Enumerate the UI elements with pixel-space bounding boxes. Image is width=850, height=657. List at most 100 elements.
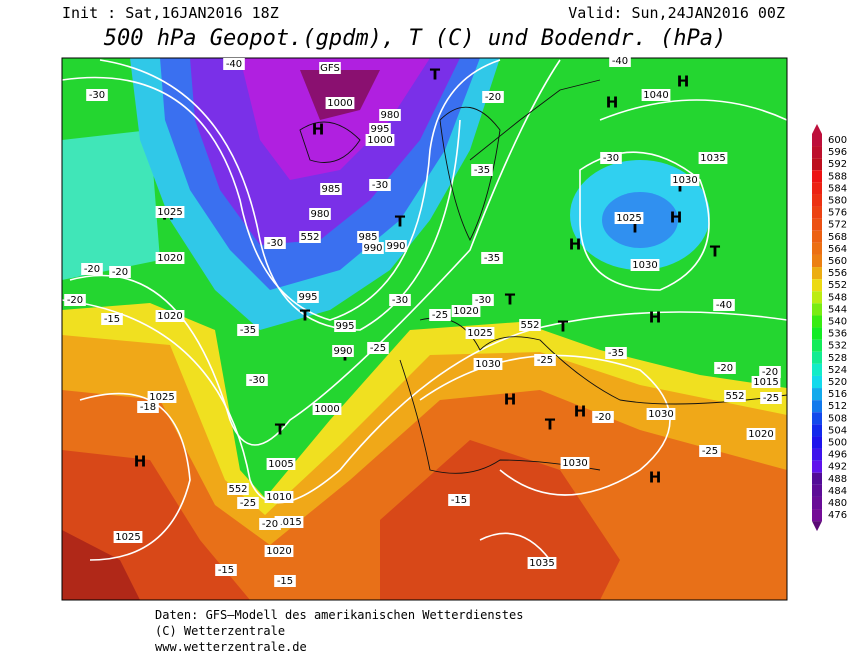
colorbar-label: 496 — [828, 450, 847, 461]
colorbar-swatch — [812, 509, 822, 522]
label-box — [473, 358, 503, 370]
footer-source: Daten: GFS–Modell des amerikanischen Wet… — [155, 608, 523, 622]
label-box — [713, 299, 735, 311]
contour-label: 1030 — [648, 409, 673, 420]
label-box — [215, 564, 237, 576]
contour-label: -15 — [277, 576, 293, 587]
label-box — [519, 319, 541, 331]
label-box — [332, 345, 354, 357]
contour-label: -20 — [485, 92, 501, 103]
contour-label: 1025 — [149, 392, 174, 403]
label-box — [357, 231, 379, 243]
contour-label: -30 — [89, 90, 105, 101]
contour-label: -20 — [67, 295, 83, 306]
contour-label: 995 — [370, 124, 389, 135]
colorbar-label: 516 — [828, 389, 847, 400]
contour-label: 990 — [333, 346, 352, 357]
contour-label: -25 — [537, 355, 553, 366]
colorbar-label: 540 — [828, 317, 847, 328]
label-box — [113, 531, 143, 543]
contour-label: -25 — [432, 310, 448, 321]
colorbar-label: 584 — [828, 183, 847, 194]
contour-label: 552 — [725, 391, 744, 402]
colorbar-label: 596 — [828, 147, 847, 158]
label-box — [155, 252, 185, 264]
label-box — [600, 152, 622, 164]
label-box — [534, 354, 556, 366]
pressure-center: H — [504, 391, 517, 409]
contour-label: 985 — [321, 184, 340, 195]
colorbar-swatch — [812, 170, 822, 183]
colorbar-label: 536 — [828, 329, 847, 340]
label-box — [724, 390, 746, 402]
pressure-center: T — [275, 421, 286, 439]
isobars — [62, 59, 787, 561]
contour-label: 995 — [335, 321, 354, 332]
contour-label: 552 — [520, 320, 539, 331]
contour-label: 990 — [363, 243, 382, 254]
label-box — [641, 89, 671, 101]
pressure-center: H — [670, 209, 683, 227]
label-box — [385, 240, 407, 252]
colorbar-swatch — [812, 218, 822, 231]
contour-label: -35 — [240, 325, 256, 336]
label-box — [137, 401, 159, 413]
label-box — [237, 497, 259, 509]
label-box — [246, 374, 268, 386]
label-box — [698, 152, 728, 164]
colorbar-swatch — [812, 279, 822, 292]
label-box — [259, 518, 281, 530]
colorbar-swatch — [812, 388, 822, 401]
label-box — [155, 310, 185, 322]
colorbar-label: 560 — [828, 256, 847, 267]
label-box — [605, 347, 627, 359]
colorbar-swatch — [812, 182, 822, 195]
contour-label: -15 — [104, 314, 120, 325]
contour-label: -20 — [762, 367, 778, 378]
colorbar-label: 552 — [828, 280, 847, 291]
label-box — [646, 408, 676, 420]
contour-label: 1030 — [562, 458, 587, 469]
colorbar-label: 556 — [828, 268, 847, 279]
contour-label: 1000 — [367, 135, 392, 146]
contour-label: 1025 — [157, 207, 182, 218]
contour-label: 1025 — [467, 328, 492, 339]
contour-label: -25 — [370, 343, 386, 354]
colorbar-swatch — [812, 230, 822, 243]
colorbar-swatch — [812, 375, 822, 389]
pressure-center: H — [574, 403, 587, 421]
pressure-center: T — [505, 291, 516, 309]
label-box — [609, 55, 631, 67]
colorbar-swatch — [812, 327, 822, 340]
colorbar-swatch — [812, 339, 822, 352]
contour-label: -40 — [226, 59, 242, 70]
colorbar-label: 588 — [828, 171, 847, 182]
field — [62, 130, 160, 280]
contour-label: -35 — [474, 165, 490, 176]
colorbar-swatch — [812, 363, 822, 376]
contour-label: -25 — [240, 498, 256, 509]
contour-label: 985 — [358, 232, 377, 243]
label-box — [309, 208, 331, 220]
label-box — [237, 324, 259, 336]
colorbar-swatch — [812, 158, 822, 171]
contour-label: -20 — [595, 412, 611, 423]
label-box — [630, 259, 660, 271]
label-box — [592, 411, 614, 423]
contour-label: 552 — [300, 232, 319, 243]
contour-label: 1015 — [276, 517, 301, 528]
label-box — [264, 491, 294, 503]
field — [300, 70, 380, 120]
contour-label: 995 — [298, 292, 317, 303]
contour-label: 1035 — [700, 153, 725, 164]
contour-label: 1015 — [753, 377, 778, 388]
label-box — [465, 327, 495, 339]
contour-label: -30 — [392, 295, 408, 306]
label-box — [471, 164, 493, 176]
contour-label: 1020 — [157, 311, 182, 322]
label-box — [81, 263, 103, 275]
contour-label: -40 — [612, 56, 628, 67]
colorbar-label: 528 — [828, 353, 847, 364]
colorbar-label: 508 — [828, 413, 847, 424]
